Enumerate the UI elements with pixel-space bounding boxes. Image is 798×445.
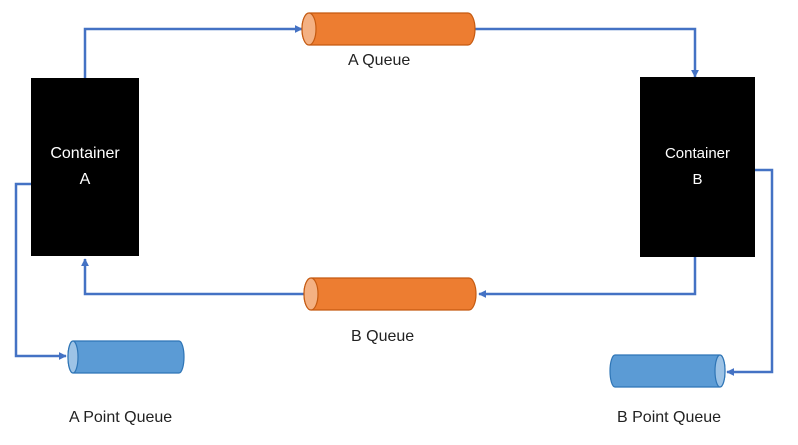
a-point-queue-label: A Point Queue <box>69 409 173 426</box>
container-b-title: Container <box>664 145 731 162</box>
container-a-letter: A <box>79 171 91 188</box>
connector-container-a-to-a-queue <box>83 25 303 78</box>
container-b-letter: B <box>692 171 703 188</box>
container-b: Container B <box>640 77 755 257</box>
a-queue-label: A Queue <box>348 52 411 69</box>
b-queue-label: B Queue <box>351 328 415 345</box>
connector-a-queue-to-container-b <box>475 27 699 78</box>
a-point-queue-cylinder <box>67 340 185 374</box>
connector-container-b-to-b-queue <box>478 257 697 298</box>
container-a-title: Container <box>50 145 120 162</box>
connector-b-queue-to-container-a <box>81 258 305 296</box>
b-point-queue-label: B Point Queue <box>617 409 722 426</box>
a-queue-cylinder <box>301 12 476 46</box>
connector-container-b-to-b-point-queue <box>726 168 774 376</box>
b-queue-cylinder <box>303 277 477 311</box>
b-point-queue-cylinder <box>609 354 726 388</box>
container-a: Container A <box>31 78 139 256</box>
connector-container-a-to-a-point-queue <box>14 182 67 360</box>
